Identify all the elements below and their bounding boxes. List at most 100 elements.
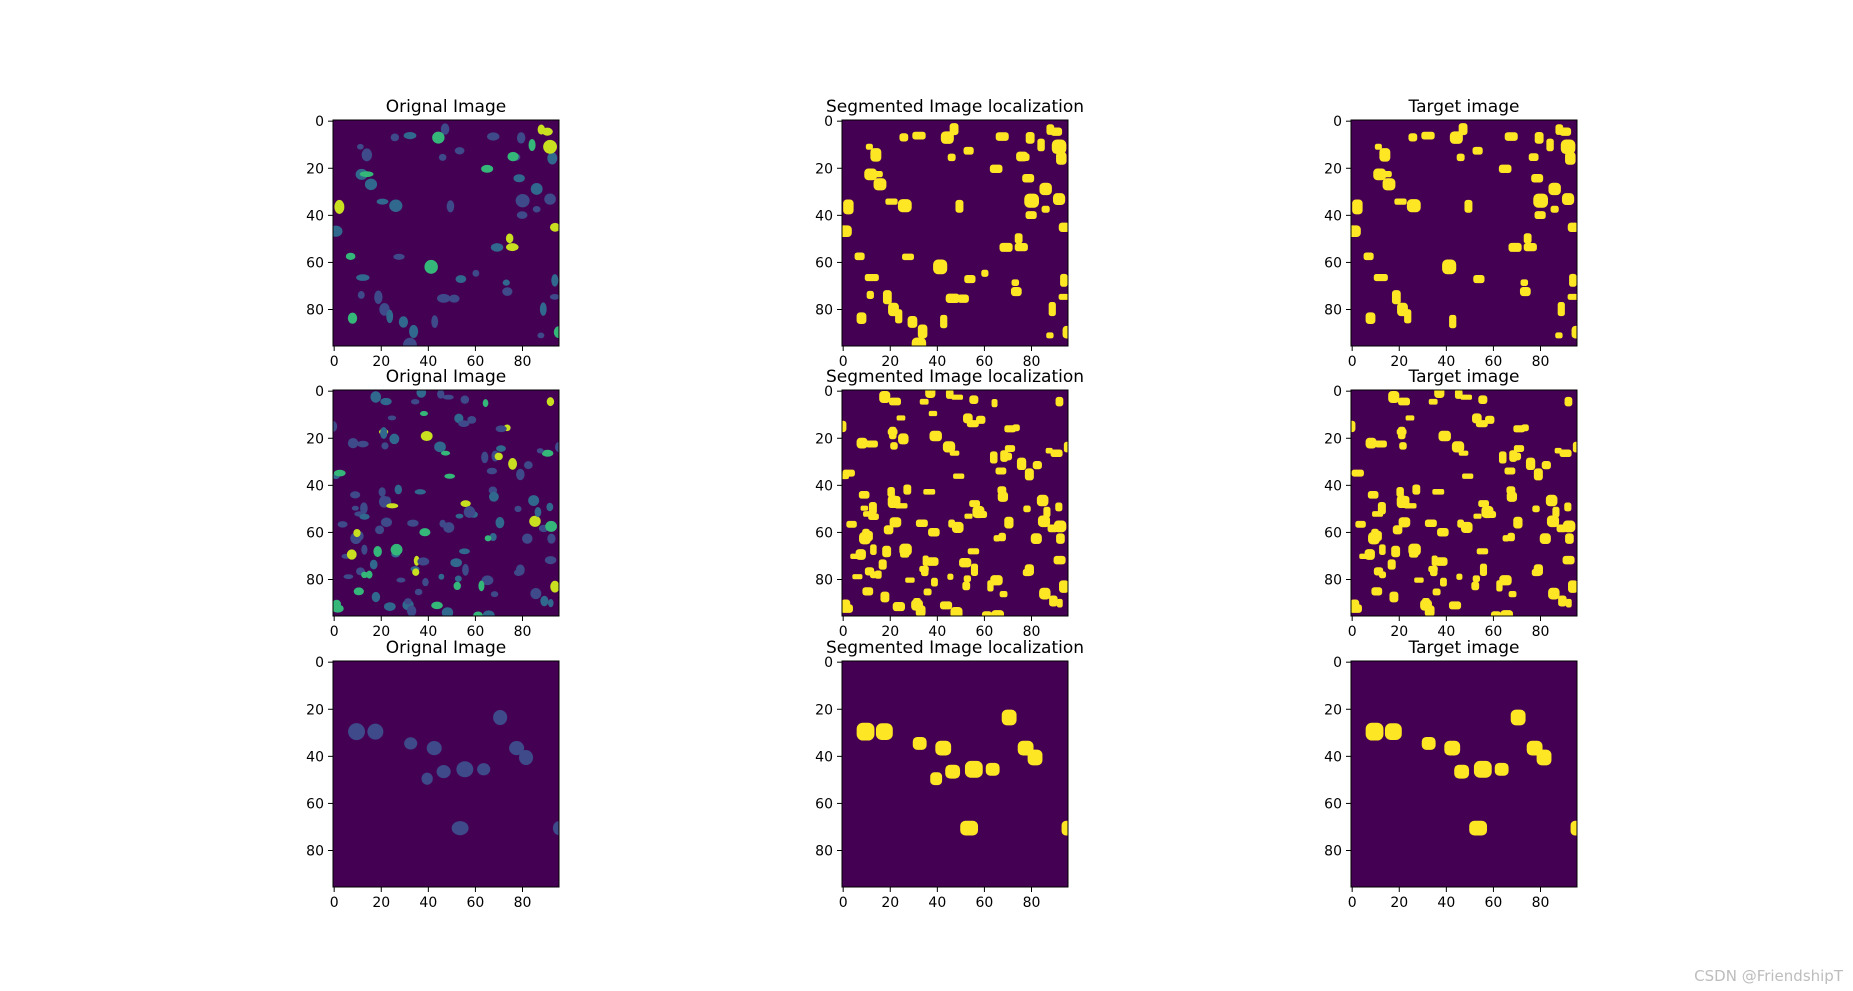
mask-blob [1478, 500, 1489, 508]
nucleus [347, 437, 359, 449]
y-tick-label: 20 [815, 161, 833, 177]
y-tick-label: 0 [1333, 655, 1342, 671]
mask-blob [985, 762, 1000, 776]
nucleus [389, 433, 400, 445]
panel-r3-c1: Orignal Image 0 20 40 60 80 0 20 40 60 80 [306, 638, 560, 911]
mask-blob [1004, 425, 1017, 433]
x-tick-label: 80 [1023, 624, 1041, 640]
mask-blob [843, 199, 854, 215]
y-tick-label: 80 [815, 303, 833, 319]
mask-blob [1412, 484, 1421, 495]
nucleus [484, 535, 492, 542]
mask-blob [1024, 564, 1034, 576]
mask-blob [1533, 468, 1543, 481]
mask-blob [951, 394, 964, 400]
panel-title: Orignal Image [386, 367, 506, 387]
nuclei-layer [1351, 390, 1577, 616]
mask-blob [1550, 205, 1559, 213]
mask-blob [897, 199, 912, 213]
mask-blob [1454, 390, 1463, 399]
nucleus [438, 153, 447, 161]
mask-blob [1460, 394, 1473, 400]
axes-frame [332, 389, 560, 617]
nucleus [359, 513, 370, 520]
nucleus [467, 415, 477, 424]
mask-blob [1050, 127, 1063, 136]
nucleus [451, 821, 469, 836]
mask-blob [889, 517, 902, 528]
nucleus [345, 252, 356, 260]
mask-blob [856, 312, 867, 324]
nucleus [419, 528, 431, 537]
nucleus [380, 397, 392, 406]
nuclei-layer [348, 709, 559, 836]
mask-blob [1508, 242, 1522, 252]
mask-blob [1046, 332, 1054, 339]
mask-blob [1532, 505, 1540, 513]
axes-frame [1350, 119, 1578, 347]
mask-blob [1384, 723, 1402, 741]
mask-blob [864, 274, 879, 282]
panel-r2-c3: Target image 0 20 40 60 80 0 20 40 60 80 [1324, 367, 1578, 640]
mask-blob [1512, 452, 1522, 461]
mask-blob [1351, 604, 1362, 613]
mask-blob [917, 324, 928, 339]
nucleus [513, 174, 525, 183]
mask-blob [1023, 505, 1031, 513]
mask-blob [1520, 279, 1529, 286]
nucleus [486, 467, 498, 475]
mask-blob [942, 441, 956, 453]
mask-blob [860, 505, 869, 511]
nucleus [544, 556, 557, 565]
y-tick-label: 60 [1324, 255, 1342, 271]
nucleus [438, 573, 445, 580]
mask-blob [1408, 543, 1421, 556]
mask-blob [899, 543, 912, 556]
mask-blob [1397, 426, 1406, 440]
mask-blob [1539, 533, 1551, 545]
x-tick-label: 0 [330, 354, 339, 370]
mask-blob [1508, 591, 1517, 598]
mask-blob [896, 415, 906, 421]
x-tick-label: 0 [1348, 895, 1357, 911]
y-tick-label: 0 [824, 114, 833, 130]
nucleus [370, 391, 382, 403]
mask-blob [940, 314, 948, 329]
mask-blob [915, 605, 926, 616]
mask-blob [1352, 199, 1363, 215]
mask-blob [1471, 581, 1480, 591]
nuclei-layer [1365, 709, 1577, 836]
nucleus [373, 546, 382, 557]
y-tick-label: 40 [815, 749, 833, 765]
mask-blob [1498, 451, 1507, 464]
x-tick-label: 60 [1485, 895, 1503, 911]
mask-blob [1039, 587, 1051, 600]
mask-blob [1462, 473, 1474, 479]
nucleus [396, 577, 406, 583]
nucleus [431, 315, 439, 328]
x-tick-label: 20 [1390, 895, 1408, 911]
mask-blob [923, 489, 936, 495]
mask-blob [858, 491, 870, 499]
axes-frame [841, 389, 1069, 617]
mask-blob [1024, 193, 1039, 208]
mask-blob [1051, 139, 1067, 155]
nucleus [545, 520, 558, 532]
nucleus [478, 580, 485, 592]
nucleus [460, 395, 470, 404]
axes-frame [841, 119, 1069, 347]
nucleus [421, 772, 433, 785]
nucleus [417, 557, 430, 566]
mask-blob [1564, 396, 1573, 407]
x-tick-label: 60 [467, 354, 485, 370]
mask-blob [842, 225, 852, 238]
mask-blob [873, 178, 887, 191]
mask-blob [950, 606, 963, 616]
nucleus [446, 200, 455, 213]
mask-blob [1056, 151, 1067, 165]
mask-blob [1014, 233, 1023, 244]
mask-blob [1449, 131, 1463, 144]
mask-blob [1365, 312, 1376, 324]
mask-blob [846, 520, 857, 528]
y-tick-label: 0 [315, 114, 324, 130]
